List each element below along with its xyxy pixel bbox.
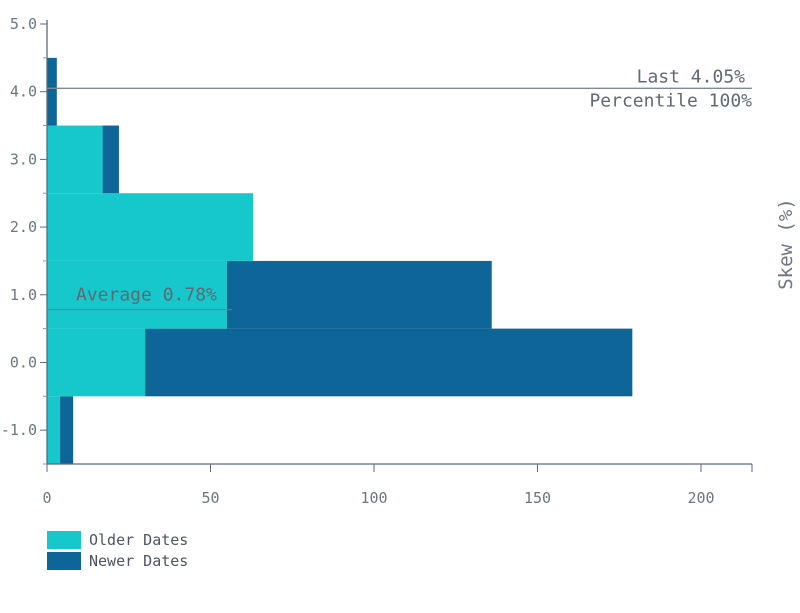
- x-tick-label: 100: [360, 489, 387, 507]
- x-tick-label: 50: [201, 489, 219, 507]
- bar-newer-0.0: [145, 328, 633, 397]
- x-tick-label: 200: [687, 489, 714, 507]
- x-tick-label: 0: [42, 489, 51, 507]
- y-axis-title: Skew (%): [775, 198, 797, 290]
- y-tick-label: 1.0: [10, 286, 37, 304]
- legend-item-newer-dates[interactable]: Newer Dates: [47, 551, 188, 571]
- bar-older-3.0: [47, 125, 103, 194]
- legend-label-older-dates: Older Dates: [89, 531, 189, 549]
- y-tick-label: 0.0: [10, 353, 37, 371]
- legend-swatch-older-dates: [47, 531, 81, 549]
- bar-newer-4.0: [47, 57, 57, 126]
- histogram-chart: -1.0 0.0 1.0 2.0 3.0 4.0 5.0 0 50 100 150 200 Skew (…: [1, 15, 797, 507]
- bar-older--1.0: [47, 396, 61, 464]
- bar-older-0.0: [47, 328, 146, 397]
- y-tick-label: 3.0: [10, 150, 37, 168]
- legend: Older Dates Newer Dates: [47, 530, 188, 572]
- bar-older-2.0: [47, 193, 254, 261]
- bar-newer--1.0: [60, 396, 74, 464]
- y-tick-label: 5.0: [10, 15, 37, 33]
- bar-older-1.0: [47, 260, 227, 329]
- y-tick-label: 2.0: [10, 218, 37, 236]
- legend-swatch-newer-dates: [47, 552, 81, 570]
- legend-item-older-dates[interactable]: Older Dates: [47, 530, 188, 550]
- last-value-label: Last 4.05%: [637, 66, 746, 87]
- average-label: Average 0.78%: [76, 285, 217, 306]
- x-tick-label: 150: [524, 489, 551, 507]
- y-tick-label: -1.0: [1, 421, 37, 439]
- percentile-label: Percentile 100%: [589, 90, 752, 111]
- bar-newer-3.0: [102, 125, 119, 194]
- bar-newer-1.0: [226, 260, 492, 329]
- y-tick-label: 4.0: [10, 83, 37, 101]
- legend-label-newer-dates: Newer Dates: [89, 552, 189, 570]
